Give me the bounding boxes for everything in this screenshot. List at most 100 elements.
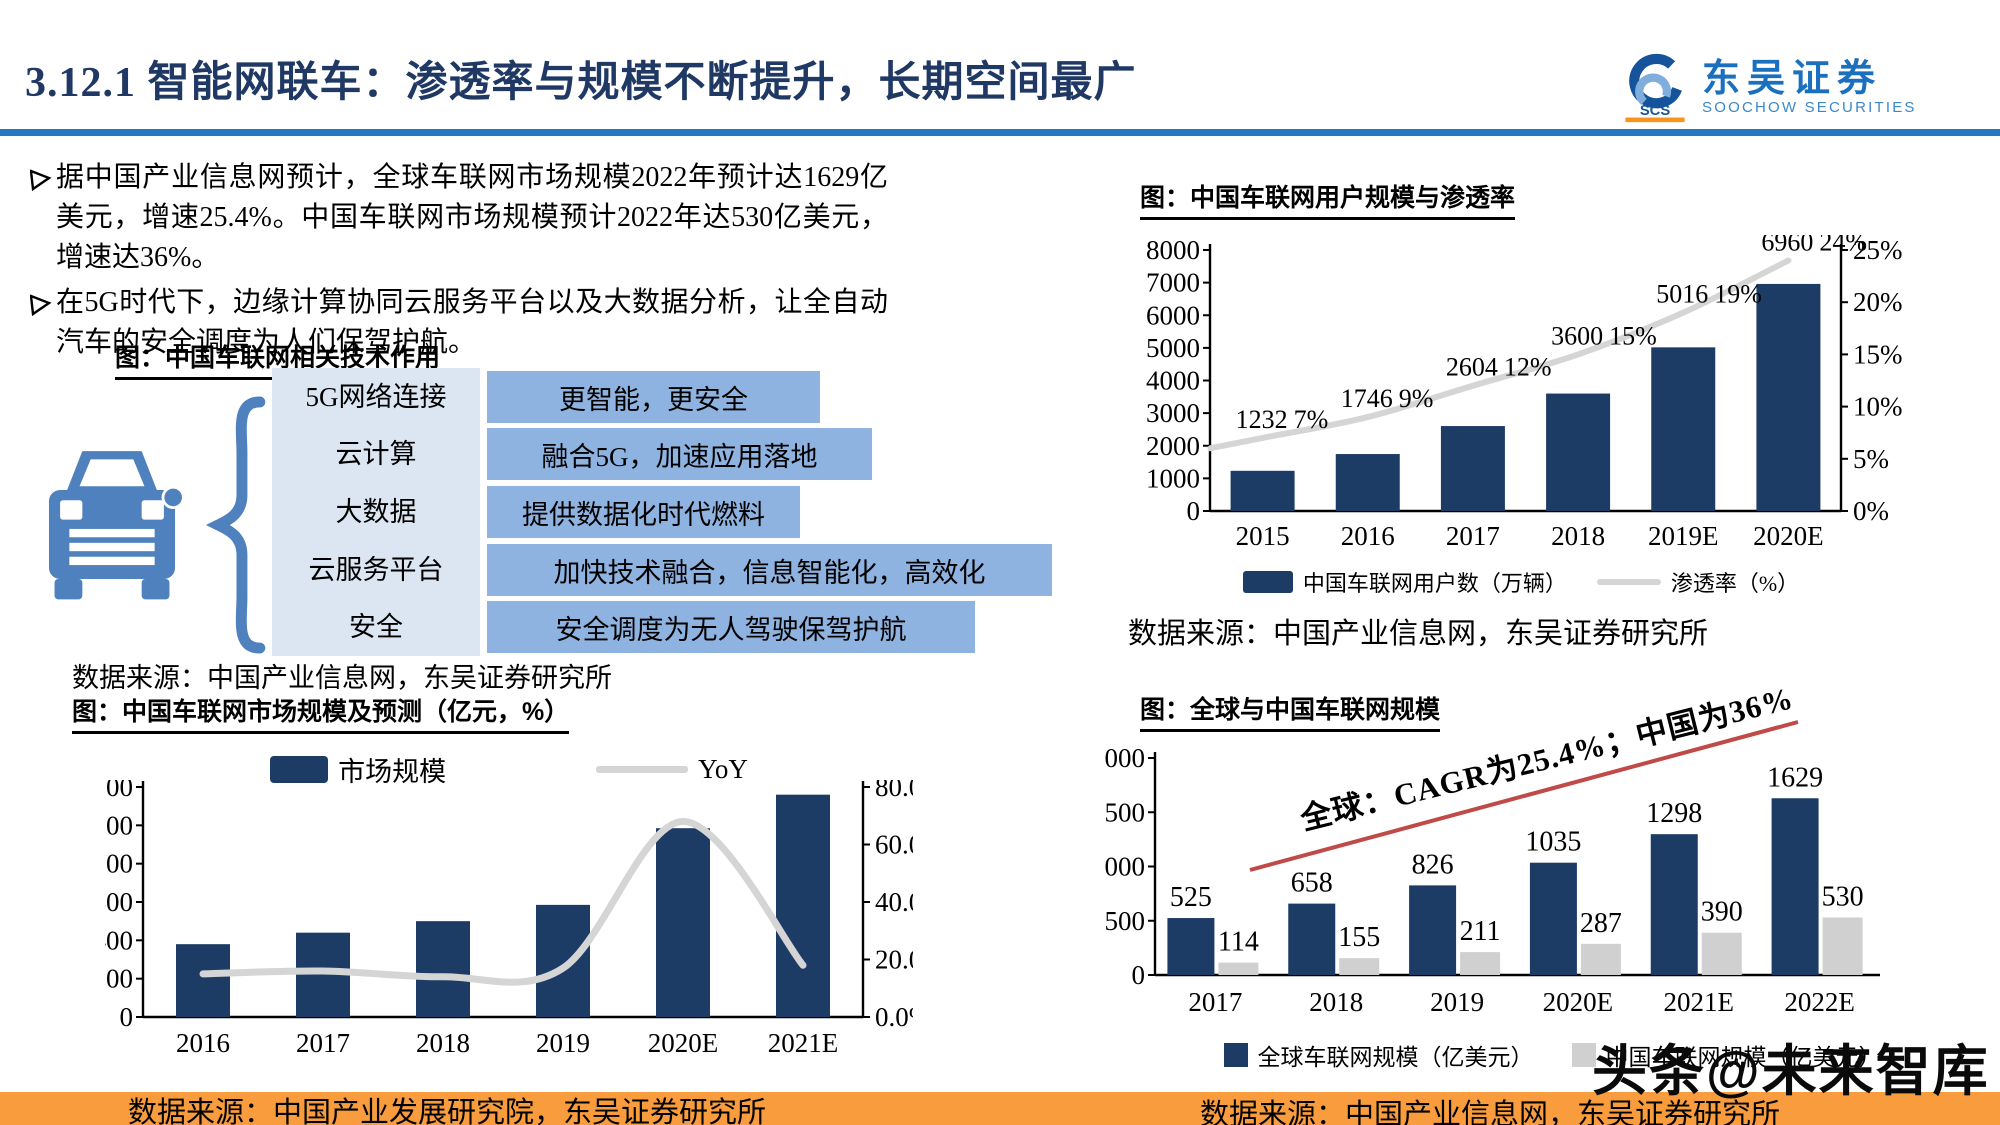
figure-title-global: 图：全球与中国车联网规模 xyxy=(1140,690,1441,732)
chart-market-scale: 0200400600800100012000.0%20.0%40.0%60.0%… xyxy=(79,772,945,1083)
svg-text:2018: 2018 xyxy=(416,1028,470,1058)
svg-text:800: 800 xyxy=(105,849,133,879)
tech-effect: 加快技术融合，信息智能化，高效化 xyxy=(487,544,1052,596)
brand-logo: SCS 东吴证券 SOOCHOW SECURITIES xyxy=(1618,52,1917,124)
legend-label: 中国车联网用户数（万辆） xyxy=(1302,571,1567,596)
svg-text:200: 200 xyxy=(105,964,133,994)
source-note-users: 数据来源：中国产业信息网，东吴证券研究所 xyxy=(1128,618,1709,650)
svg-text:25%: 25% xyxy=(1853,235,1903,265)
svg-text:2020E: 2020E xyxy=(1753,521,1824,551)
bullet-item: 在5G时代下，边缘计算协同云服务平台以及大数据分析，让全自动汽车的安全调度为人们… xyxy=(29,283,888,363)
legend-item: YoY xyxy=(596,754,748,785)
svg-text:2019E: 2019E xyxy=(1648,521,1719,551)
svg-text:1629: 1629 xyxy=(1767,762,1823,793)
svg-text:40.0%: 40.0% xyxy=(875,887,913,917)
svg-text:2020E: 2020E xyxy=(1543,987,1614,1017)
svg-text:114: 114 xyxy=(1218,927,1259,958)
svg-text:826: 826 xyxy=(1412,849,1454,880)
figure-title-market: 图：中国车联网市场规模及预测（亿元，%） xyxy=(72,692,570,734)
svg-text:2021E: 2021E xyxy=(1664,987,1735,1017)
svg-text:2604: 2604 xyxy=(1446,353,1498,382)
svg-text:2022E: 2022E xyxy=(1784,987,1855,1017)
svg-text:12%: 12% xyxy=(1504,353,1552,382)
tech-effect: 更智能，更安全 xyxy=(487,371,820,423)
legend-global: 全球车联网规模（亿美元） 中国车联网规模（亿美元） xyxy=(1105,1038,2000,1072)
figure-title-users: 图：中国车联网用户规模与渗透率 xyxy=(1140,178,1516,220)
svg-text:390: 390 xyxy=(1701,897,1743,928)
svg-text:0: 0 xyxy=(1132,960,1146,990)
svg-text:60.0%: 60.0% xyxy=(875,830,913,860)
tech-item: 云计算 xyxy=(335,439,417,469)
svg-text:19%: 19% xyxy=(1714,280,1762,309)
legend-item: 渗透率（%） xyxy=(1596,566,1799,598)
summary-bullets: 据中国产业信息网预计，全球车联网市场规模2022年预计达1629亿美元，增速25… xyxy=(29,158,888,369)
bullet-item: 据中国产业信息网预计，全球车联网市场规模2022年预计达1629亿美元，增速25… xyxy=(29,158,888,277)
legend-bar-swatch xyxy=(270,756,329,783)
arrow-bullet-icon xyxy=(29,293,56,363)
footer-strip xyxy=(0,1092,2000,1125)
svg-text:6000: 6000 xyxy=(1146,300,1200,330)
svg-text:0: 0 xyxy=(120,1002,134,1032)
legend-market: 市场规模 YoY xyxy=(105,750,913,789)
svg-text:1000: 1000 xyxy=(1105,852,1145,882)
legend-label: 市场规模 xyxy=(338,757,447,787)
svg-text:2021E: 2021E xyxy=(768,1028,839,1058)
svg-text:1000: 1000 xyxy=(105,810,133,840)
svg-text:1232: 1232 xyxy=(1236,405,1288,434)
svg-text:9%: 9% xyxy=(1399,384,1434,413)
tech-item: 安全 xyxy=(349,612,403,642)
svg-text:5%: 5% xyxy=(1853,444,1889,474)
watermark: 头条@未来智库 xyxy=(1592,1040,1990,1102)
chart-global-china: 0 500 1000 1500 2000 2017 2018 2019 2020E 2021E 20… xyxy=(1091,715,2000,1032)
svg-text:5000: 5000 xyxy=(1146,333,1200,363)
tech-item: 大数据 xyxy=(335,497,417,527)
source-note-market: 数据来源：中国产业发展研究院，东吴证券研究所 xyxy=(128,1097,767,1125)
legend-line-swatch xyxy=(596,766,689,773)
source-note-global: 数据来源：中国产业信息网，东吴证券研究所 xyxy=(1200,1099,1781,1125)
svg-text:155: 155 xyxy=(1338,922,1380,953)
svg-text:500: 500 xyxy=(1105,906,1145,936)
svg-text:15%: 15% xyxy=(1609,321,1657,350)
brace-icon xyxy=(205,396,266,654)
svg-text:5016: 5016 xyxy=(1656,280,1708,309)
svg-text:2016: 2016 xyxy=(1341,521,1395,551)
svg-text:24%: 24% xyxy=(1819,235,1867,256)
svg-text:287: 287 xyxy=(1580,908,1622,939)
svg-text:2000: 2000 xyxy=(1146,431,1200,461)
svg-text:2000: 2000 xyxy=(1105,743,1145,773)
legend-item: 市场规模 xyxy=(270,750,446,789)
svg-text:658: 658 xyxy=(1291,868,1333,899)
svg-text:1298: 1298 xyxy=(1646,798,1702,829)
svg-text:2018: 2018 xyxy=(1551,521,1605,551)
svg-text:2017: 2017 xyxy=(1446,521,1500,551)
svg-text:2016: 2016 xyxy=(176,1028,230,1058)
legend-bar-swatch xyxy=(1242,571,1293,593)
tech-effect: 提供数据化时代燃料 xyxy=(487,486,800,538)
svg-text:2015: 2015 xyxy=(1236,521,1290,551)
svg-text:3000: 3000 xyxy=(1146,398,1200,428)
svg-text:7000: 7000 xyxy=(1146,268,1200,298)
svg-text:0%: 0% xyxy=(1853,496,1889,526)
svg-text:10%: 10% xyxy=(1853,392,1903,422)
svg-text:20%: 20% xyxy=(1853,287,1903,317)
tech-effect: 融合5G，加速应用落地 xyxy=(487,428,872,480)
bullet-text: 据中国产业信息网预计，全球车联网市场规模2022年预计达1629亿美元，增速25… xyxy=(56,162,888,273)
svg-text:2020E: 2020E xyxy=(648,1028,719,1058)
svg-text:2019: 2019 xyxy=(1430,987,1484,1017)
svg-text:8000: 8000 xyxy=(1146,235,1200,265)
legend-label: 中国车联网规模（亿美元） xyxy=(1605,1045,1882,1070)
legend-bar-swatch xyxy=(1223,1043,1248,1067)
legend-item: 中国车联网规模（亿美元） xyxy=(1571,1038,1882,1072)
legend-line-swatch xyxy=(1596,579,1661,585)
svg-text:1000: 1000 xyxy=(1146,463,1200,493)
chart-users-penetration: 0 1000 2000 3000 4000 5000 6000 7000 8000 0% 5% 10%… xyxy=(1135,227,1907,585)
svg-text:600: 600 xyxy=(105,887,133,917)
svg-text:4000: 4000 xyxy=(1146,366,1200,396)
svg-text:SCS: SCS xyxy=(1640,103,1670,119)
legend-users: 中国车联网用户数（万辆） 渗透率（%） xyxy=(1135,566,1907,598)
tech-item: 5G网络连接 xyxy=(305,382,447,412)
logo-name-en: SOOCHOW SECURITIES xyxy=(1702,99,1917,117)
svg-text:1500: 1500 xyxy=(1105,797,1145,827)
legend-label: 全球车联网规模（亿美元） xyxy=(1257,1045,1534,1070)
